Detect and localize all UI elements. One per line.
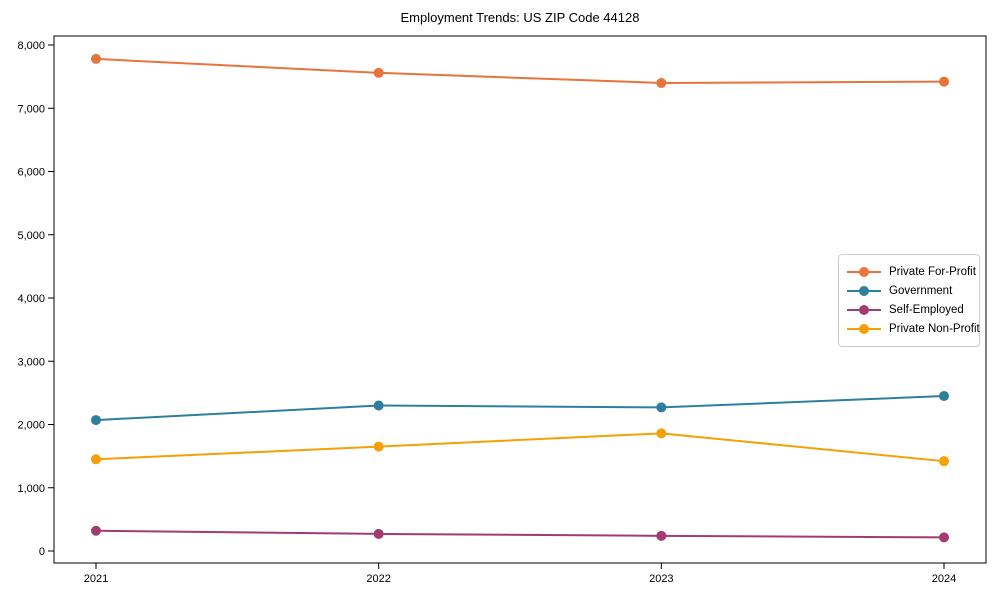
legend-swatch-private-for-profit xyxy=(847,267,881,277)
marker-self-employed-2021 xyxy=(91,525,101,536)
line-private-for-profit xyxy=(95,57,945,84)
legend-item-private-for-profit: Private For-Profit xyxy=(847,263,976,281)
marker-private-non-profit-2022 xyxy=(373,441,384,452)
legend-dot-icon xyxy=(859,324,869,334)
legend-item-private-non-profit: Private Non-Profit xyxy=(847,320,980,338)
y-tick-label: 1,000 xyxy=(17,483,45,495)
axis-box xyxy=(53,35,987,564)
marker-private-for-profit-2022 xyxy=(373,67,384,78)
x-tick-label: 2023 xyxy=(649,573,673,585)
y-tick-label: 0 xyxy=(39,546,45,558)
marker-self-employed-2024 xyxy=(939,532,950,543)
line-self-employed xyxy=(95,529,945,539)
marker-government-2023 xyxy=(656,402,667,413)
y-tick-label: 4,000 xyxy=(17,293,45,305)
line-government xyxy=(95,395,945,422)
marker-government-2024 xyxy=(939,391,950,402)
legend-dot-icon xyxy=(859,286,869,296)
marker-government-2021 xyxy=(91,415,101,426)
marker-private-non-profit-2021 xyxy=(91,454,101,465)
marker-self-employed-2022 xyxy=(373,528,384,539)
marker-private-non-profit-2024 xyxy=(939,456,950,467)
legend-dot-icon xyxy=(859,305,869,315)
legend-label-private-non-profit: Private Non-Profit xyxy=(889,323,980,335)
legend-item-government: Government xyxy=(847,282,971,300)
marker-private-non-profit-2023 xyxy=(656,428,667,439)
y-tick-label: 7,000 xyxy=(17,103,45,115)
legend-label-government: Government xyxy=(889,285,953,297)
chart-legend: Private For-Profit Government Self-Employe… xyxy=(838,254,980,347)
x-tick-label: 2022 xyxy=(366,573,390,585)
y-tick-label: 3,000 xyxy=(17,356,45,368)
line-private-non-profit xyxy=(95,432,945,463)
legend-dot-icon xyxy=(859,267,869,277)
chart-title: Employment Trends: US ZIP Code 44128 xyxy=(400,10,640,25)
marker-private-for-profit-2023 xyxy=(656,77,667,88)
legend-swatch-government xyxy=(847,286,881,296)
marker-private-for-profit-2021 xyxy=(91,53,101,64)
legend-label-self-employed: Self-Employed xyxy=(889,304,964,316)
legend-label-private-for-profit: Private For-Profit xyxy=(889,266,976,278)
y-tick-label: 5,000 xyxy=(17,230,45,242)
x-tick-label: 2021 xyxy=(84,573,108,585)
legend-swatch-self-employed xyxy=(847,305,881,315)
legend-swatch-private-non-profit xyxy=(847,324,881,334)
marker-private-for-profit-2024 xyxy=(939,76,950,87)
y-tick-label: 8,000 xyxy=(17,40,45,52)
y-tick-label: 6,000 xyxy=(17,167,45,179)
y-tick-label: 2,000 xyxy=(17,420,45,432)
marker-self-employed-2023 xyxy=(656,530,667,541)
legend-item-self-employed: Self-Employed xyxy=(847,301,971,319)
x-tick-label: 2024 xyxy=(932,573,956,585)
marker-government-2022 xyxy=(373,400,384,411)
